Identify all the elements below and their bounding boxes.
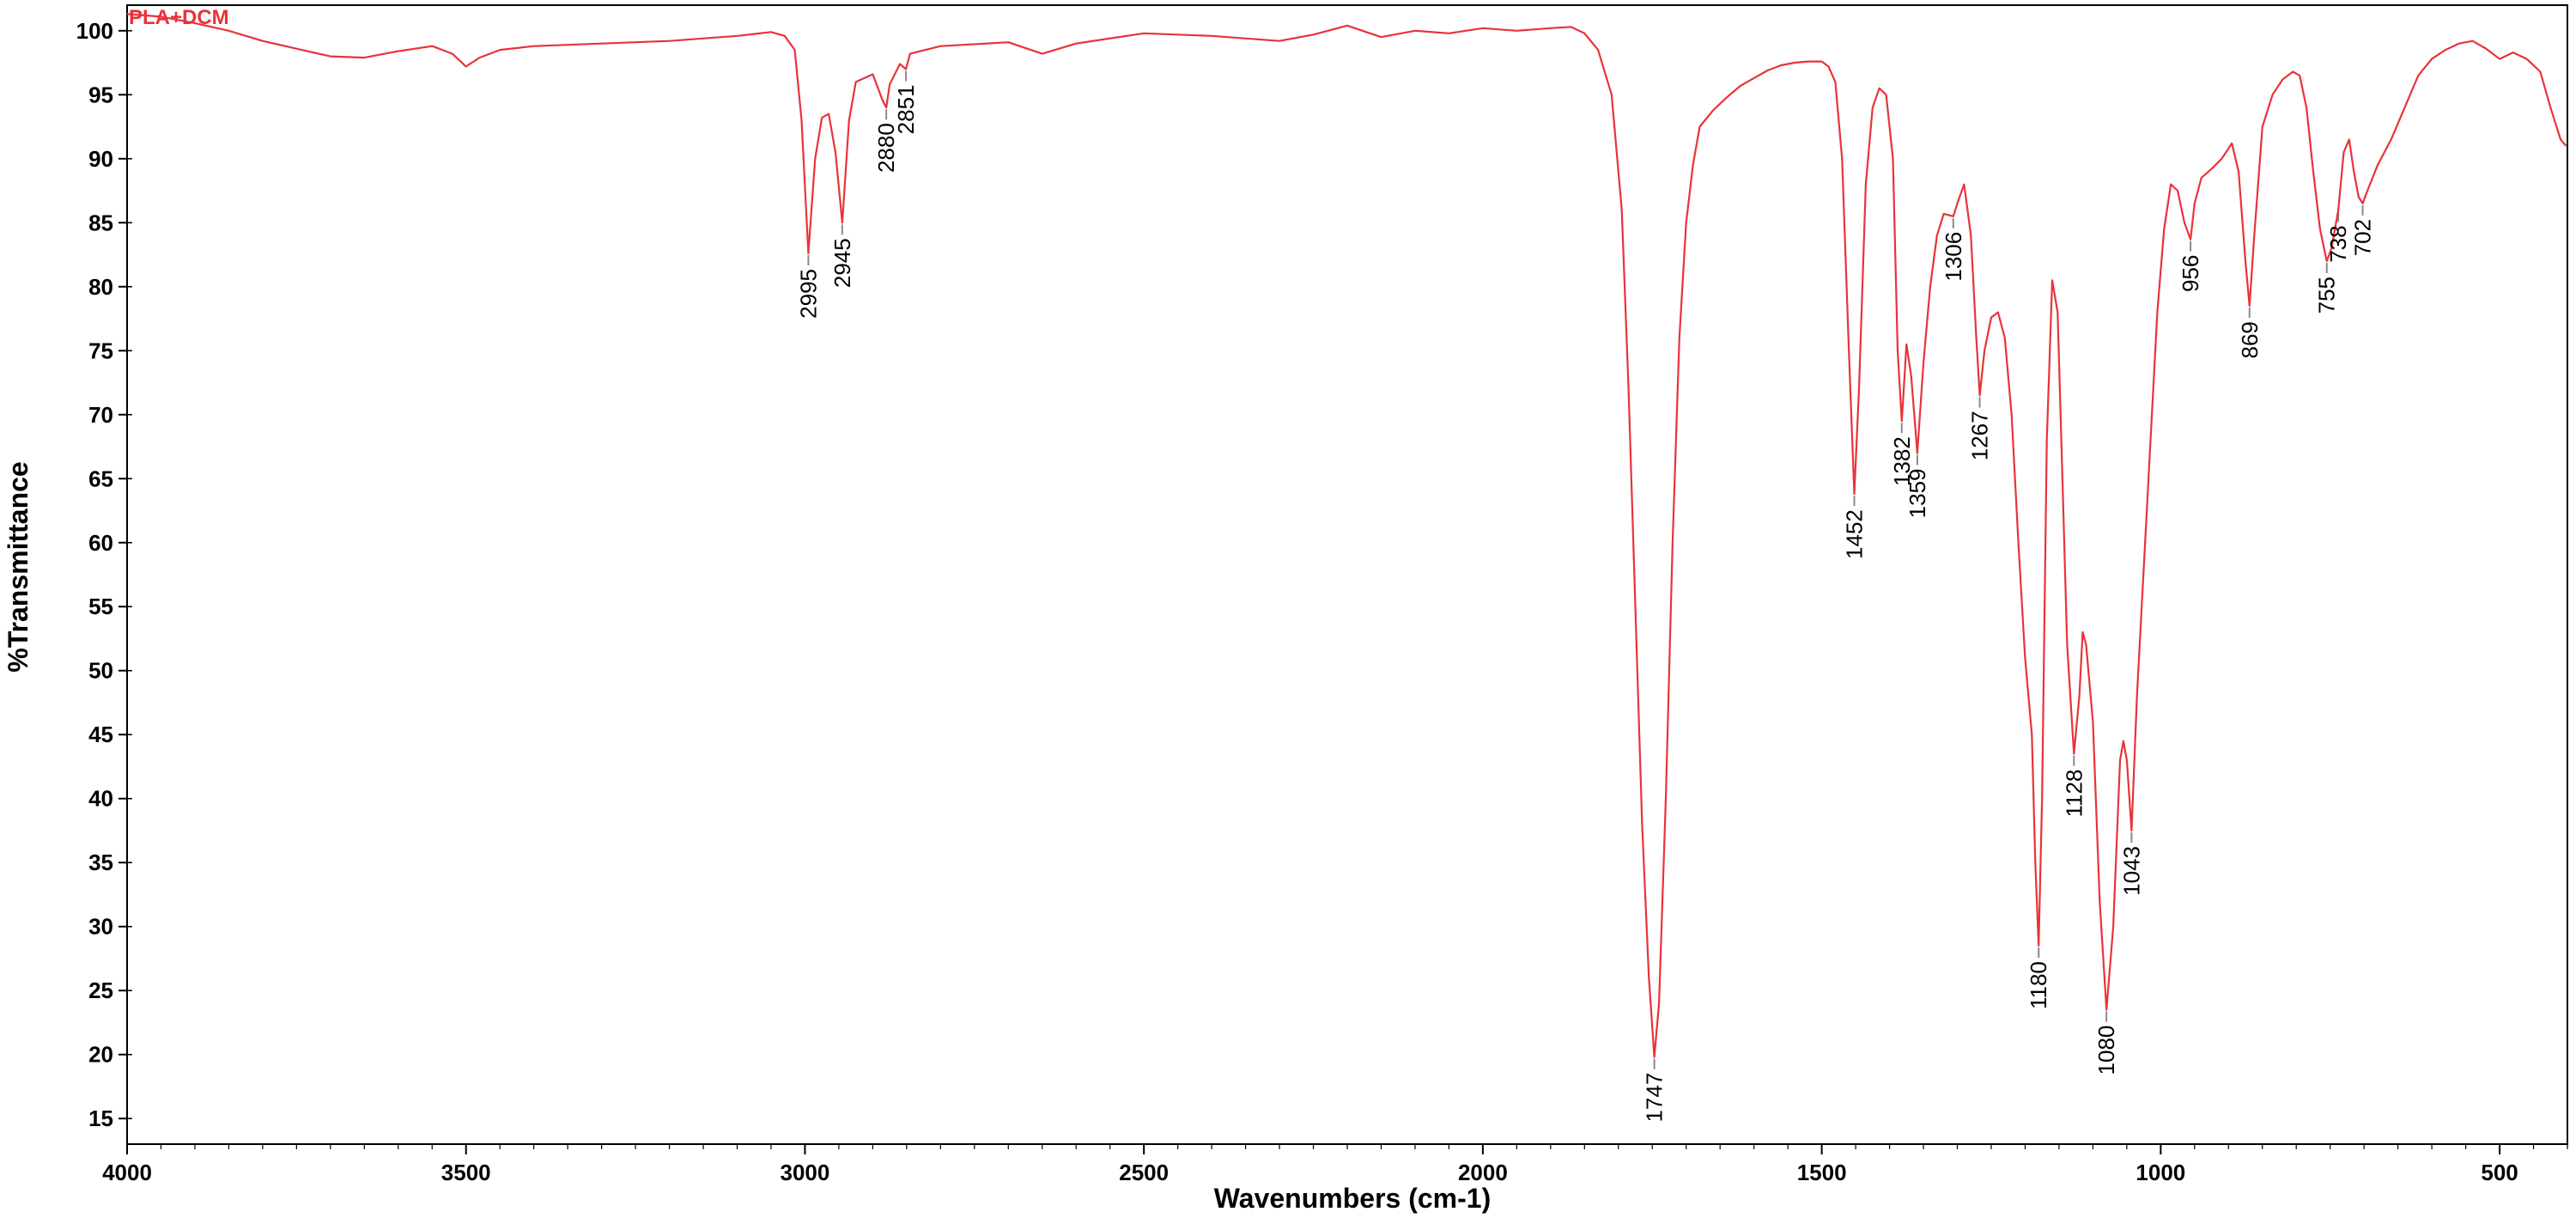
peak-label: 738 (2325, 225, 2351, 262)
peak-label: 1306 (1941, 232, 1966, 282)
y-tick-label: 50 (88, 658, 113, 684)
y-tick-label: 75 (88, 338, 113, 363)
y-tick-label: 15 (88, 1105, 113, 1131)
x-tick-label: 2500 (1119, 1160, 1169, 1185)
x-tick-label: 3000 (781, 1160, 830, 1185)
peak-label: 2851 (893, 85, 919, 135)
y-tick-label: 100 (76, 18, 113, 44)
y-tick-label: 90 (88, 146, 113, 172)
y-axis-ticks: 15 20 25 30 35 40 45 50 55 60 65 70 75 80 85 90 95 100 (76, 18, 132, 1131)
x-axis-ticks: 4000 3500 3000 2500 2000 1500 1000 500 (102, 1144, 2568, 1185)
peak-label: 1359 (1905, 469, 1930, 519)
peak-label: 869 (2237, 321, 2263, 358)
peak-label: 2880 (873, 123, 899, 173)
y-tick-label: 80 (88, 274, 113, 300)
x-tick-label: 1000 (2136, 1160, 2185, 1185)
y-axis-title: %Transmittance (3, 461, 33, 672)
y-tick-label: 95 (88, 82, 113, 107)
x-tick-label: 4000 (102, 1160, 152, 1185)
peak-label: 755 (2314, 277, 2340, 314)
peak-label: 2945 (829, 238, 855, 288)
peak-label: 1128 (2061, 770, 2087, 818)
peak-label: 1452 (1842, 509, 1868, 559)
y-tick-label: 25 (88, 977, 113, 1003)
peak-label: 1267 (1967, 411, 1993, 460)
y-tick-label: 65 (88, 466, 113, 491)
spectrum-line (126, 13, 2567, 1058)
peak-label: 1180 (2026, 961, 2051, 1009)
x-tick-label: 3500 (441, 1160, 491, 1185)
x-tick-label: 1500 (1797, 1160, 1847, 1185)
peak-label: 1382 (1889, 436, 1915, 486)
x-tick-label: 500 (2481, 1160, 2518, 1185)
x-axis-title: Wavenumbers (cm-1) (1214, 1183, 1491, 1214)
peak-label: 2995 (795, 269, 821, 319)
y-tick-label: 30 (88, 914, 113, 940)
peak-label: 956 (2178, 255, 2203, 292)
y-tick-label: 85 (88, 210, 113, 235)
peak-label: 1080 (2093, 1026, 2119, 1075)
y-tick-label: 40 (88, 786, 113, 812)
peak-leader-lines (807, 70, 2364, 1069)
series-label: PLA+DCM (129, 6, 229, 29)
peak-label: 1043 (2118, 846, 2144, 896)
y-tick-label: 60 (88, 530, 113, 556)
y-tick-label: 45 (88, 722, 113, 747)
y-tick-label: 55 (88, 594, 113, 619)
y-tick-label: 35 (88, 850, 113, 875)
x-tick-label: 2000 (1458, 1160, 1508, 1185)
y-tick-label: 70 (88, 402, 113, 428)
y-tick-label: 20 (88, 1042, 113, 1068)
peak-label: 702 (2350, 219, 2376, 256)
peak-label: 1747 (1642, 1073, 1668, 1123)
